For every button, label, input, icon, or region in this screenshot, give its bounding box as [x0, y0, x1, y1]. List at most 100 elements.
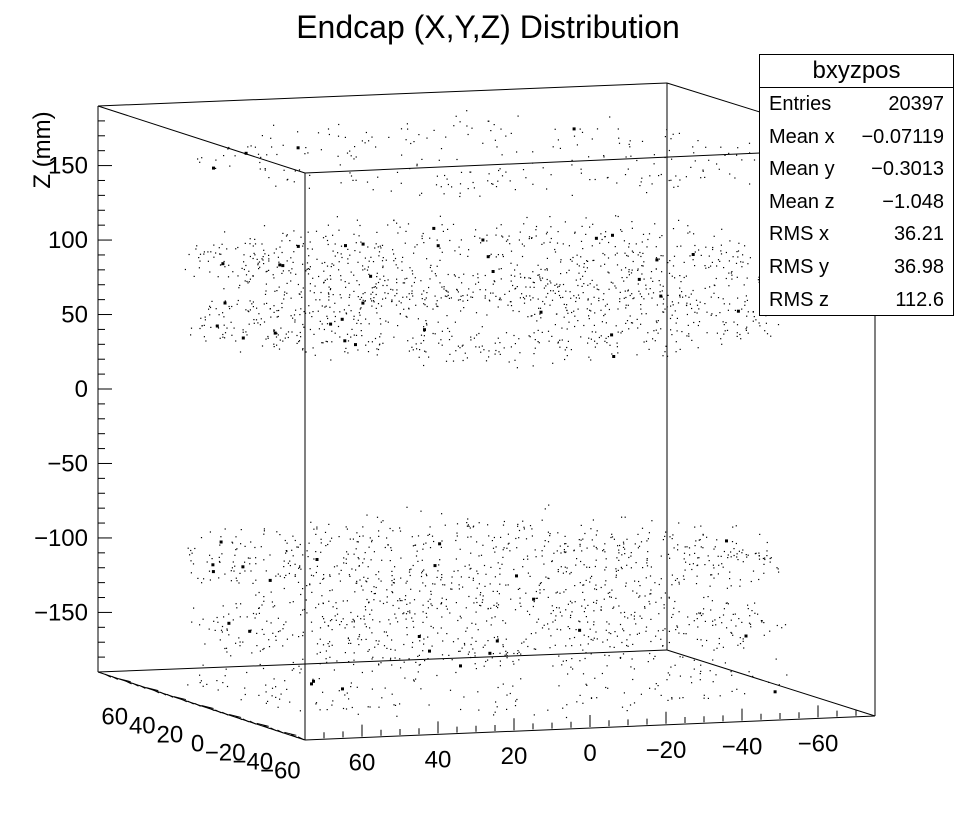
scatter-point — [487, 640, 489, 642]
scatter-point — [636, 354, 638, 356]
chart-title: Endcap (X,Y,Z) Distribution — [296, 9, 680, 45]
scatter-point — [357, 638, 359, 640]
scatter-point — [365, 131, 367, 134]
scatter-point — [711, 574, 713, 576]
scatter-point — [519, 273, 521, 275]
scatter-point — [464, 352, 466, 354]
scatter-point — [576, 263, 578, 265]
scatter-point — [446, 315, 448, 317]
scatter-point — [653, 163, 655, 165]
scatter-point — [228, 613, 230, 615]
scatter-point — [566, 304, 568, 306]
scatter-point — [668, 641, 670, 644]
scatter-point — [697, 140, 699, 142]
scatter-point — [532, 162, 534, 164]
scatter-point — [441, 616, 443, 618]
scatter-point — [595, 331, 597, 333]
scatter-point — [742, 549, 744, 551]
scatter-point — [497, 180, 499, 182]
scatter-point — [278, 286, 280, 288]
scatter-point — [633, 618, 635, 620]
scatter-point — [423, 328, 426, 332]
scatter-point — [535, 648, 537, 650]
scatter-point — [390, 190, 392, 192]
scatter-point — [332, 250, 334, 252]
scatter-point — [529, 525, 532, 527]
scatter-point — [715, 315, 717, 317]
scatter-point — [209, 306, 212, 309]
scatter-point — [413, 141, 415, 143]
scatter-point — [261, 628, 263, 631]
scatter-point — [365, 318, 367, 320]
scatter-point — [731, 674, 733, 676]
scatter-point — [484, 644, 486, 646]
scatter-point — [530, 299, 532, 301]
scatter-point — [223, 301, 227, 305]
scatter-point — [374, 247, 376, 249]
scatter-point — [625, 156, 627, 158]
scatter-point — [744, 634, 748, 638]
scatter-point — [606, 342, 608, 344]
scatter-point — [459, 253, 461, 255]
scatter-point — [331, 619, 333, 621]
scatter-point — [345, 558, 347, 560]
scatter-point — [580, 172, 582, 174]
scatter-point — [495, 546, 497, 548]
scatter-point — [230, 655, 232, 657]
scatter-point — [306, 612, 308, 614]
scatter-point — [547, 623, 549, 625]
scatter-point — [458, 276, 460, 279]
scatter-point — [474, 655, 476, 657]
scatter-point — [300, 236, 302, 238]
scatter-point — [720, 146, 722, 148]
scatter-point — [444, 295, 446, 297]
scatter-point — [219, 540, 223, 544]
scatter-point — [289, 565, 291, 567]
scatter-point — [698, 557, 700, 559]
scatter-point — [724, 662, 726, 664]
scatter-point — [414, 277, 416, 279]
scatter-point — [596, 697, 598, 699]
scatter-point — [390, 549, 393, 551]
scatter-point — [677, 302, 680, 304]
scatter-point — [382, 602, 385, 605]
scatter-point — [387, 224, 389, 226]
scatter-point — [581, 605, 583, 607]
scatter-point — [387, 292, 389, 295]
scatter-point — [737, 250, 740, 252]
scatter-point — [569, 291, 571, 293]
scatter-point — [517, 588, 519, 590]
scatter-point — [650, 271, 653, 273]
scatter-point — [550, 612, 552, 615]
scatter-point — [565, 307, 567, 309]
scatter-point — [722, 298, 724, 300]
scatter-point — [594, 178, 596, 181]
scatter-point — [203, 324, 205, 326]
scatter-point — [219, 561, 221, 563]
scatter-point — [593, 610, 595, 612]
scatter-point — [519, 297, 521, 299]
scatter-point — [351, 706, 353, 709]
scatter-point — [457, 638, 459, 640]
scatter-point — [535, 235, 537, 237]
scatter-point — [497, 562, 499, 564]
scatter-point — [694, 265, 696, 267]
scatter-point — [482, 595, 484, 597]
scatter-point — [411, 292, 413, 295]
scatter-point — [279, 339, 281, 341]
scatter-point — [770, 557, 772, 559]
scatter-point — [534, 549, 536, 551]
scatter-point — [712, 624, 714, 626]
scatter-point — [596, 128, 599, 130]
scatter-point — [500, 128, 502, 130]
scatter-point — [353, 334, 355, 336]
scatter-point — [617, 569, 619, 571]
scatter-point — [539, 278, 541, 280]
scatter-point — [283, 624, 285, 626]
tick-mark — [284, 731, 297, 736]
scatter-point — [352, 538, 354, 540]
scatter-point — [604, 236, 606, 238]
scatter-point — [323, 574, 325, 576]
scatter-point — [383, 645, 386, 647]
scatter-point — [566, 346, 568, 349]
